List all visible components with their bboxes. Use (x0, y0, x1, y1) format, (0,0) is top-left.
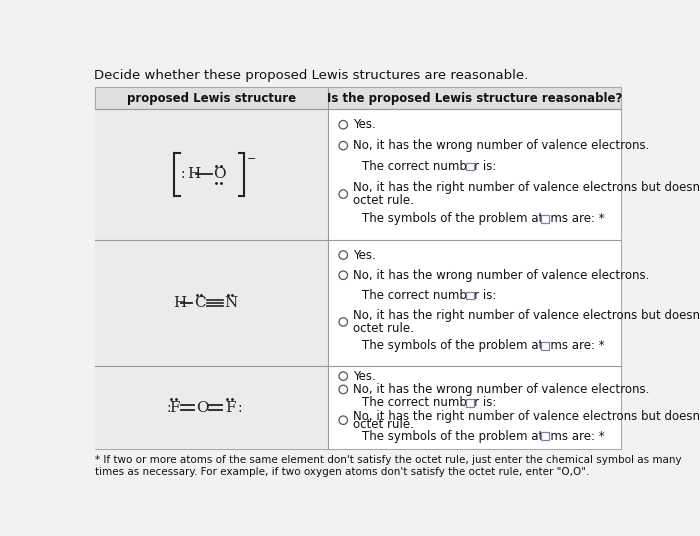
Bar (95, 87, 621, 449)
Text: The symbols of the problem atoms are: *: The symbols of the problem atoms are: * (362, 339, 605, 353)
Text: :: : (167, 401, 172, 415)
Text: octet rule.: octet rule. (353, 418, 414, 431)
Text: N: N (224, 296, 237, 310)
Text: octet rule.: octet rule. (353, 194, 414, 207)
Text: No, it has the right number of valence electrons but doesn't satisfy the: No, it has the right number of valence e… (353, 410, 700, 422)
Text: H: H (173, 296, 186, 310)
Text: Yes.: Yes. (353, 249, 375, 262)
Text: The correct number is:: The correct number is: (362, 289, 496, 302)
Text: O: O (196, 401, 209, 415)
Text: proposed Lewis structure: proposed Lewis structure (127, 92, 296, 105)
Text: F: F (225, 401, 235, 415)
Bar (541, 342, 549, 350)
Text: No, it has the right number of valence electrons but doesn't satisfy the: No, it has the right number of valence e… (353, 309, 700, 322)
Bar (466, 163, 474, 170)
Text: * If two or more atoms of the same element don't satisfy the octet rule, just en: * If two or more atoms of the same eleme… (95, 456, 682, 477)
Bar (541, 215, 549, 223)
Text: Is the proposed Lewis structure reasonable?: Is the proposed Lewis structure reasonab… (326, 92, 622, 105)
Text: F: F (169, 401, 179, 415)
Text: octet rule.: octet rule. (353, 322, 414, 335)
Bar (95, 87, 621, 109)
Text: C: C (194, 296, 206, 310)
Text: H: H (187, 167, 200, 181)
Text: The symbols of the problem atoms are: *: The symbols of the problem atoms are: * (362, 212, 605, 226)
Bar (95, 109, 328, 240)
Bar (466, 292, 474, 299)
Text: Decide whether these proposed Lewis structures are reasonable.: Decide whether these proposed Lewis stru… (94, 69, 528, 81)
Text: :: : (237, 401, 241, 415)
Bar (541, 432, 549, 440)
Bar (466, 399, 474, 407)
Text: O: O (213, 167, 225, 181)
Text: :: : (181, 167, 185, 181)
Text: The symbols of the problem atoms are: *: The symbols of the problem atoms are: * (362, 429, 605, 443)
Bar (95, 240, 328, 366)
Text: No, it has the wrong number of valence electrons.: No, it has the wrong number of valence e… (353, 139, 649, 152)
Text: −: − (246, 154, 256, 165)
Text: No, it has the right number of valence electrons but doesn't satisfy the: No, it has the right number of valence e… (353, 181, 700, 194)
Text: Yes.: Yes. (353, 118, 375, 131)
Text: The correct number is:: The correct number is: (362, 396, 496, 410)
Text: The correct number is:: The correct number is: (362, 160, 496, 173)
Bar (95, 366, 328, 449)
Text: Yes.: Yes. (353, 370, 375, 383)
Text: No, it has the wrong number of valence electrons.: No, it has the wrong number of valence e… (353, 383, 649, 396)
Text: No, it has the wrong number of valence electrons.: No, it has the wrong number of valence e… (353, 269, 649, 282)
